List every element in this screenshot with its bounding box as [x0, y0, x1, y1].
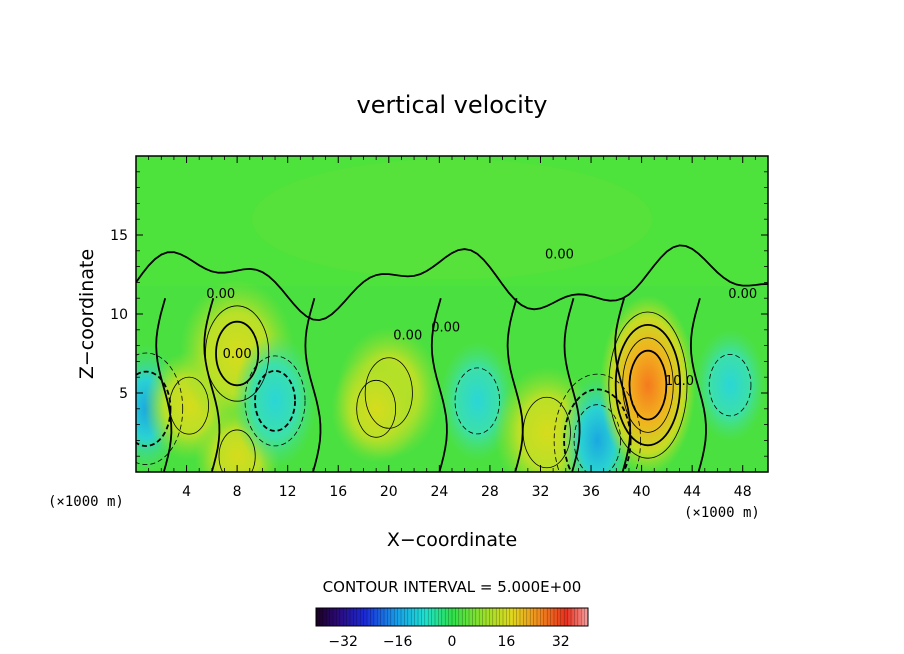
colorbar-tick-label: 0: [448, 634, 457, 650]
field-cell: [331, 354, 422, 463]
zero-contour-branch: [614, 297, 632, 472]
x-tick-label: 16: [329, 484, 347, 500]
x-tick-label: 4: [182, 484, 191, 500]
contour-line: [136, 352, 184, 465]
contour-line: [553, 373, 641, 472]
x-tick-label: 36: [582, 484, 600, 500]
x-tick-label: 44: [683, 484, 701, 500]
contour-label: 0.00: [728, 287, 757, 302]
contour-label: 0.00: [431, 320, 460, 335]
contour-line: [454, 367, 500, 435]
contour-line: [608, 311, 688, 459]
y-axis-label: Z−coordinate: [76, 249, 98, 379]
colorbar-tick-label: 16: [497, 634, 515, 650]
zero-contour-branch: [563, 297, 581, 472]
contour-line: [364, 357, 413, 429]
plot-area: 0.00 0.00 0.00 0.00 0.00 10.0 0.00: [136, 156, 768, 472]
y-tick-label: 10: [110, 307, 128, 323]
x-axis-ticks: 4 8 12 16 20 24 28 32 36 40 44 48: [148, 156, 756, 500]
x-tick-label: 48: [734, 484, 752, 500]
contour-label: 0.00: [206, 287, 235, 302]
contour-line: [136, 370, 172, 447]
colorbar-tick-label: −16: [383, 634, 413, 650]
contour-label: 0.00: [545, 248, 574, 263]
contour-interval-text: CONTOUR INTERVAL = 5.000E+00: [323, 578, 582, 596]
contour-line: [218, 429, 256, 472]
contour-line: [573, 404, 622, 472]
contour-label: 0.00: [223, 347, 252, 362]
x-tick-label: 12: [279, 484, 297, 500]
field-cell: [694, 328, 767, 442]
zero-contour-branch: [506, 297, 524, 472]
colorbar-tick-label: 32: [552, 634, 570, 650]
chart-title: vertical velocity: [357, 91, 548, 119]
contour-line: [628, 349, 668, 421]
colorbar-tick-label: −32: [328, 634, 358, 650]
colorbar-ticks: −32 −16 0 16 32: [328, 634, 569, 650]
colorbar-gradient: [316, 608, 588, 626]
x-unit-label-right: (×1000 m): [684, 505, 760, 521]
y-axis-ticks: 5 10 15: [110, 171, 768, 457]
zero-contour-branch: [155, 297, 173, 472]
contour-line: [356, 379, 397, 438]
field-cell: [252, 159, 652, 280]
x-tick-label: 24: [430, 484, 448, 500]
contour-label: 0.00: [393, 328, 422, 343]
field-cell: [599, 295, 696, 472]
colorbar-frame: [315, 607, 589, 627]
zero-contour-branch: [689, 297, 707, 472]
zero-contour-branch: [304, 297, 322, 472]
field-cell: [233, 333, 318, 468]
x-tick-label: 8: [233, 484, 242, 500]
zero-contour-branch: [203, 297, 221, 472]
contour-line: [244, 355, 306, 447]
contour-line: [614, 323, 682, 447]
contour-lines: [136, 244, 768, 472]
x-tick-label: 20: [380, 484, 398, 500]
x-axis-label: X−coordinate: [387, 529, 517, 551]
x-tick-label: 28: [481, 484, 499, 500]
contour-line: [215, 320, 260, 387]
zero-contour-branch: [430, 297, 448, 472]
x-unit-label-left: (×1000 m): [48, 494, 124, 510]
y-tick-label: 5: [119, 386, 128, 402]
y-tick-label: 15: [110, 228, 128, 244]
colorbar: −32 −16 0 16 32: [315, 607, 589, 650]
contour-line: [563, 388, 632, 472]
field-cells: [136, 159, 767, 472]
contour-line: [708, 353, 752, 417]
x-tick-label: 32: [532, 484, 550, 500]
x-tick-label: 40: [633, 484, 651, 500]
contour-line: [254, 369, 296, 432]
contour-labels: 0.00 0.00 0.00 0.00 0.00 10.0 0.00: [206, 248, 757, 389]
zero-contour-line: [136, 244, 768, 322]
contour-line: [169, 376, 209, 435]
colorbar-segments: [319, 608, 585, 626]
contour-label: 10.0: [665, 374, 694, 389]
